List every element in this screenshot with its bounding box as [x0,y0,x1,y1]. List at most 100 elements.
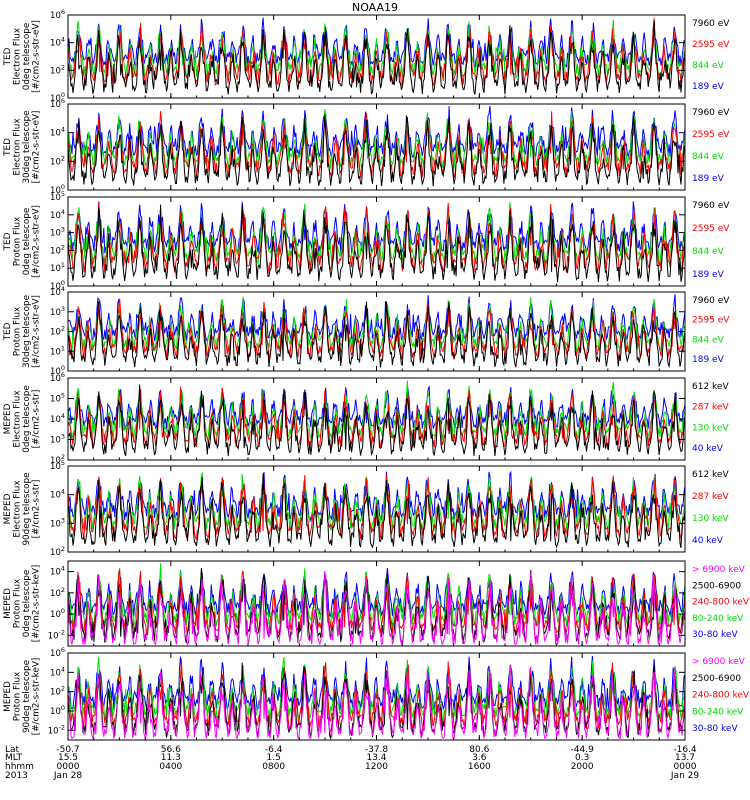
legend-entry: 130 keV [692,514,729,524]
footer-tick-label: 11.3 [161,753,181,763]
legend-entry: 2595 eV [692,316,730,326]
y-tick-label: 102 [50,586,65,599]
legend-entry: 30-80 keV [692,630,738,640]
legend-entry: 189 eV [692,355,725,365]
traces-3 [68,201,685,283]
legend-entry: 2500-6900 [692,581,741,591]
legend-entry: 189 eV [692,270,725,280]
series-trace-1 [68,114,685,187]
y-axis-label-line: 0deg telescope [22,208,32,276]
y-axis-label-line: [#/cm2-s-str-keV] [32,658,42,736]
y-axis-label-line: 90deg telescope [22,472,32,545]
traces-7 [68,563,685,646]
traces-6 [68,470,685,549]
panel-8: 10-2 100 102 104 106 MEPED Proton Flux 90deg te… [3,646,750,741]
y-axis-label-line: MEPED [3,588,13,619]
y-tick-label: 104 [50,488,65,501]
y-axis-label-line: Proton Flux [13,307,23,356]
y-axis-label-line: Electron Flux [13,28,23,85]
y-axis-label-line: 30deg telescope [22,295,32,368]
series-trace-1 [68,204,685,283]
series-trace-3 [68,380,685,442]
y-tick-label: 103 [50,305,65,318]
series-trace-1 [68,301,685,369]
footer-tick-label: Jan 28 [53,771,82,781]
legend-entry: 189 eV [692,82,725,92]
y-axis-label-line: MEPED [3,493,13,524]
traces-8 [68,655,685,740]
footer-tick-label: 0000 [57,762,80,772]
series-trace-2 [68,111,685,179]
y-axis-label-line: TED [3,322,13,341]
legend-entry: 844 eV [692,61,725,71]
legend-entry: 7960 eV [692,296,730,306]
series-trace-1 [68,571,685,646]
y-tick-label: 104 [50,36,65,49]
footer-tick-label: 2000 [571,762,594,772]
traces-5 [68,380,685,457]
legend-entry: 189 eV [692,174,725,184]
series-trace-3 [68,19,685,80]
y-tick-label: 104 [50,665,65,678]
legend-entry: 2595 eV [692,130,730,140]
footer-tick-label: 56.6 [161,745,181,755]
y-axis-label-line: Proton Flux [13,217,23,266]
series-trace-4 [68,656,685,723]
legend-entry: 844 eV [692,247,725,257]
legend-entry: 844 eV [692,335,725,345]
y-tick-label: 104 [50,412,65,425]
footer-tick-label: 1200 [365,762,388,772]
footer-row-label: MLT [5,753,23,763]
legend-entry: 612 keV [692,382,729,392]
y-tick-label: 102 [50,545,65,558]
footer-tick-label: 3.6 [472,753,487,763]
legend-entry: 7960 eV [692,108,730,118]
legend-entry: 40 keV [692,444,724,454]
y-tick-label: 103 [50,433,65,446]
y-axis-label-line: TED [3,232,13,251]
y-axis-label-line: Proton Flux [13,579,23,628]
series-trace-1 [68,20,685,95]
legend-entry: 7960 eV [692,19,730,29]
y-axis-label-line: [#/cm2-s-str] [32,390,42,449]
footer-tick-label: 1.5 [267,753,281,763]
y-axis-label-line: 0deg telescope [22,23,32,91]
legend-entry: 30-80 keV [692,724,738,734]
footer-tick-label: 1600 [468,762,491,772]
y-axis-label-line: 0deg telescope [22,570,32,638]
footer-tick-label: -44.9 [571,745,595,755]
legend-entry: 844 eV [692,152,725,162]
y-axis-label-line: Electron Flux [13,118,23,175]
y-axis-label-line: 30deg telescope [22,110,32,183]
footer-tick-label: 80.6 [469,745,489,755]
legend-entry: > 6900 keV [692,657,746,667]
footer-tick-label: 13.7 [675,753,695,763]
y-axis-label-line: TED [3,47,13,66]
y-axis-label-line: MEPED [3,403,13,434]
footer-row-label: hhmm [5,762,34,772]
legend-entry: 2500-6900 [692,674,741,684]
footer-tick-label: -16.4 [673,745,697,755]
legend-entry: 40 keV [692,536,724,546]
series-trace-3 [68,201,685,266]
y-tick-label: 100 [50,704,65,717]
series-trace-3 [68,471,685,532]
footer-tick-label: 13.4 [366,753,386,763]
y-axis-label-line: MEPED [3,681,13,712]
footer-tick-label: -6.4 [265,745,283,755]
y-axis-label-line: [#/cm2-s-str-eV] [32,111,42,184]
series-trace-3 [68,568,685,636]
series-trace-1 [68,664,685,740]
legend-entry: > 6900 keV [692,565,746,575]
footer-row-label: Lat [5,745,20,755]
y-tick-label: 102 [50,685,65,698]
series-trace-1 [68,384,685,457]
traces-2 [68,105,685,187]
footer-tick-label: -50.7 [56,745,79,755]
chart-title: NOAA19 [351,1,399,14]
